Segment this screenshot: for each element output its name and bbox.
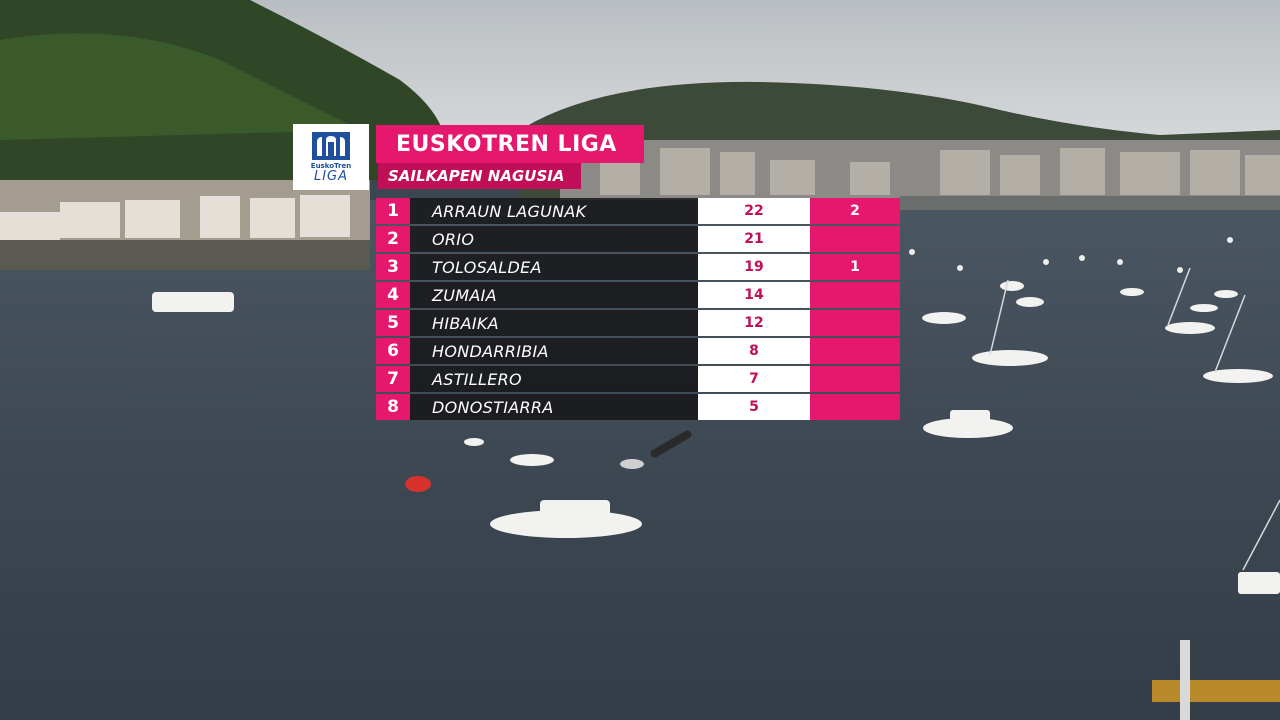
- row-wins: [810, 226, 900, 252]
- row-points: 5: [698, 394, 810, 420]
- standings-subtitle: SAILKAPEN NAGUSIA: [378, 163, 581, 189]
- row-wins: [810, 310, 900, 336]
- row-team: ARRAUN LAGUNAK: [410, 198, 698, 224]
- row-team: TOLOSALDEA: [410, 254, 698, 280]
- standings-row: 2 ORIO 21: [376, 225, 900, 253]
- row-team: ZUMAIA: [410, 282, 698, 308]
- row-wins: [810, 338, 900, 364]
- row-position: 1: [376, 198, 410, 224]
- standings-title: EUSKOTREN LIGA: [376, 125, 644, 163]
- row-wins: [810, 282, 900, 308]
- row-points: 8: [698, 338, 810, 364]
- standings-row: 5 HIBAIKA 12: [376, 309, 900, 337]
- standings-table: 1 ARRAUN LAGUNAK 22 2 2 ORIO 21 3 TOLOSA…: [376, 197, 900, 421]
- logo-text-line2: LIGA: [313, 168, 349, 184]
- row-team: HIBAIKA: [410, 310, 698, 336]
- logo-text-line1: EuskoTren: [310, 161, 352, 170]
- row-team: DONOSTIARRA: [410, 394, 698, 420]
- row-team: HONDARRIBIA: [410, 338, 698, 364]
- row-position: 7: [376, 366, 410, 392]
- row-position: 6: [376, 338, 410, 364]
- row-wins: 1: [810, 254, 900, 280]
- row-position: 4: [376, 282, 410, 308]
- row-points: 21: [698, 226, 810, 252]
- logo-emblem-icon: [312, 131, 350, 160]
- row-points: 19: [698, 254, 810, 280]
- row-wins: [810, 366, 900, 392]
- row-position: 5: [376, 310, 410, 336]
- row-team: ORIO: [410, 226, 698, 252]
- standings-row: 3 TOLOSALDEA 19 1: [376, 253, 900, 281]
- standings-row: 8 DONOSTIARRA 5: [376, 393, 900, 421]
- row-points: 12: [698, 310, 810, 336]
- row-position: 2: [376, 226, 410, 252]
- row-points: 22: [698, 198, 810, 224]
- row-points: 14: [698, 282, 810, 308]
- standings-row: 1 ARRAUN LAGUNAK 22 2: [376, 197, 900, 225]
- row-position: 3: [376, 254, 410, 280]
- euskotren-liga-logo: EuskoTren LIGA: [293, 124, 369, 190]
- standings-row: 6 HONDARRIBIA 8: [376, 337, 900, 365]
- row-points: 7: [698, 366, 810, 392]
- standings-row: 4 ZUMAIA 14: [376, 281, 900, 309]
- row-wins: 2: [810, 198, 900, 224]
- standings-row: 7 ASTILLERO 7: [376, 365, 900, 393]
- row-wins: [810, 394, 900, 420]
- row-position: 8: [376, 394, 410, 420]
- row-team: ASTILLERO: [410, 366, 698, 392]
